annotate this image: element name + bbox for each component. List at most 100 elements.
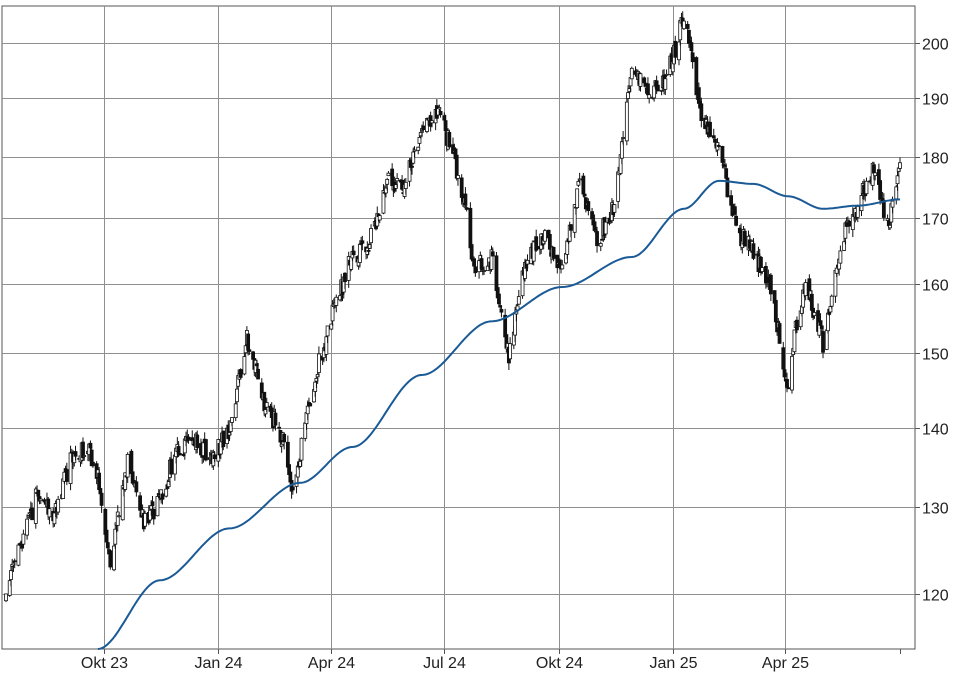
candle-body: [369, 228, 373, 244]
candle-body: [795, 319, 799, 331]
candle: [664, 69, 669, 78]
candle: [279, 439, 284, 453]
candle: [497, 289, 501, 307]
candle-body: [73, 451, 78, 457]
candle: [115, 505, 120, 532]
x-tick-label: Apr 24: [308, 655, 355, 672]
candle-body: [734, 215, 738, 226]
candle: [742, 228, 747, 247]
candle: [881, 193, 886, 222]
candle-body: [82, 455, 87, 457]
candle-body: [624, 101, 629, 142]
candle-body: [25, 518, 30, 536]
candle-body: [305, 405, 310, 415]
candle-body: [416, 146, 421, 151]
candle-body: [638, 73, 643, 87]
x-tick-label: Okt 23: [81, 655, 128, 672]
candle-body: [890, 200, 895, 208]
candle: [238, 368, 243, 380]
candle: [403, 178, 408, 195]
candle-body: [9, 570, 13, 580]
candle-body: [582, 193, 587, 197]
candle: [759, 256, 763, 276]
candle-body: [489, 249, 494, 270]
candle: [551, 246, 556, 262]
candle: [155, 494, 160, 517]
candle-body: [421, 125, 426, 131]
candle: [125, 452, 130, 483]
candle: [873, 165, 878, 181]
y-axis-tick-labels: 120 130 140 150 160 170 180 190 200: [922, 37, 949, 605]
candle-body: [233, 403, 238, 419]
candle-body: [264, 402, 269, 408]
candle-body: [411, 151, 416, 164]
candle-body: [468, 207, 473, 249]
candle: [429, 116, 434, 128]
candle-body: [473, 266, 478, 274]
candle-body: [708, 121, 712, 137]
candle: [626, 85, 630, 102]
candle: [850, 207, 855, 238]
candle-body: [16, 544, 21, 566]
candle: [282, 432, 287, 450]
candle: [895, 170, 900, 191]
candle-body: [88, 442, 93, 449]
candle-body: [711, 135, 716, 139]
candle-body: [577, 178, 582, 181]
candle-body: [716, 145, 721, 147]
candle: [655, 80, 660, 92]
candle: [385, 177, 390, 191]
candle-body: [834, 267, 839, 274]
candle: [290, 479, 295, 495]
candle: [690, 45, 695, 69]
candle: [438, 109, 443, 118]
candle: [482, 266, 486, 275]
candle-body: [38, 498, 43, 502]
candle-body: [417, 136, 422, 144]
candle-body: [720, 145, 725, 163]
candle-body: [569, 224, 573, 231]
candle: [186, 434, 191, 444]
candle: [4, 593, 8, 603]
plot-frame: [1, 5, 916, 650]
candle: [343, 272, 347, 289]
y-tick-label: 130: [922, 501, 949, 518]
candle: [91, 460, 95, 468]
x-tick-label: Okt 24: [536, 655, 583, 672]
candle: [792, 329, 797, 354]
candle-body: [212, 454, 217, 460]
candle: [725, 177, 730, 198]
candle-body: [616, 171, 621, 202]
candle-body: [113, 528, 118, 545]
candle: [711, 128, 716, 139]
candle-body: [160, 493, 165, 500]
candle-body: [751, 243, 756, 259]
candle: [716, 143, 721, 149]
x-tick-label: Apr 25: [762, 655, 809, 672]
candle: [619, 138, 624, 165]
candle: [9, 565, 13, 587]
candle-body: [279, 443, 284, 447]
candle-body: [410, 165, 414, 168]
candle-body: [572, 204, 577, 233]
candle: [117, 513, 121, 518]
candle: [204, 439, 208, 462]
y-tick-label: 120: [922, 588, 949, 605]
candle: [694, 56, 699, 100]
candle-body: [855, 206, 860, 218]
candle-body: [499, 309, 504, 313]
y-tick-label: 180: [922, 151, 949, 168]
candle: [417, 134, 422, 147]
candle-body: [690, 52, 695, 63]
candle-body: [792, 329, 797, 353]
candle-body: [497, 293, 501, 305]
candle-body: [482, 270, 486, 272]
candle-body: [242, 356, 247, 375]
candle-body: [652, 85, 657, 99]
candle-body: [115, 511, 120, 526]
candle-body: [664, 73, 669, 76]
candle: [56, 495, 61, 515]
candle-body: [117, 515, 121, 518]
candle: [256, 362, 260, 380]
